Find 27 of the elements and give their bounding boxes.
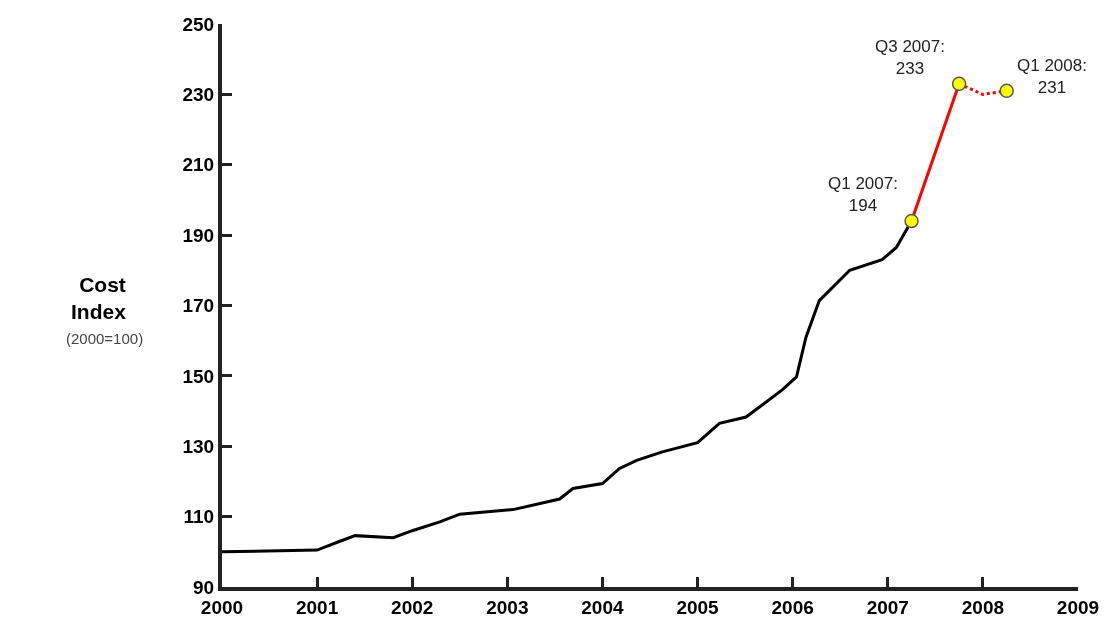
x-tick-label: 2009: [1056, 596, 1100, 618]
x-tick-label: 2003: [486, 596, 529, 618]
x-tick-label: 2001: [295, 596, 339, 618]
y-tick-label: 130: [182, 435, 215, 457]
y-tick-label: 90: [193, 576, 215, 598]
point: [951, 76, 967, 92]
x-tick-label: 2006: [771, 596, 814, 618]
y-tick-label: 110: [183, 506, 215, 528]
x-tick-label: 2004: [581, 596, 624, 618]
x-tick-label: 2000: [200, 596, 244, 618]
y-tick-label: 170: [182, 295, 215, 317]
annotation: Q1 2007: 194: [828, 174, 898, 216]
annotation: Q3 2007: 233: [875, 37, 945, 79]
y-tick-label: 230: [182, 84, 215, 106]
text: (2000=100): [66, 330, 144, 347]
y-tick-label: 190: [182, 224, 215, 246]
x-tick-label: 2005: [676, 596, 720, 618]
y-tick-label: 210: [182, 154, 215, 176]
point: [999, 83, 1014, 99]
y-tick-label: 250: [182, 13, 215, 35]
x-tick-label: 2008: [961, 596, 1005, 618]
point: [904, 213, 919, 229]
y-tick-label: 150: [182, 365, 215, 387]
x-tick-label: 2002: [391, 596, 434, 618]
annotation: Q1 2008: 231: [1017, 56, 1087, 98]
y-axis-title: Cost Index: [71, 273, 127, 324]
x-tick-label: 2007: [866, 596, 909, 618]
